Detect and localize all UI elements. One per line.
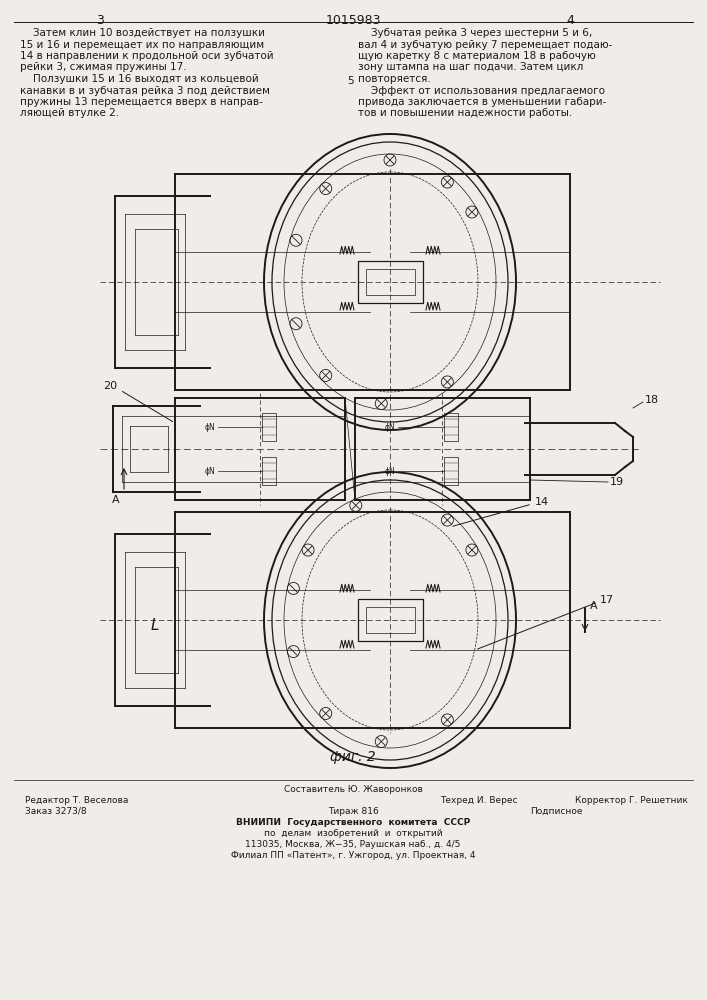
- Text: Зубчатая рейка 3 через шестерни 5 и 6,: Зубчатая рейка 3 через шестерни 5 и 6,: [358, 28, 592, 38]
- Text: зону штампа на шаг подачи. Затем цикл: зону штампа на шаг подачи. Затем цикл: [358, 62, 583, 73]
- Text: 17: 17: [600, 595, 614, 605]
- Text: рейки 3, сжимая пружины 17.: рейки 3, сжимая пружины 17.: [20, 62, 187, 73]
- Text: Техред И. Верес: Техред И. Верес: [440, 796, 518, 805]
- Text: A: A: [112, 495, 119, 505]
- Text: L: L: [151, 617, 159, 633]
- Text: ϕN: ϕN: [204, 466, 216, 476]
- Text: Филиал ПП «Патент», г. Ужгород, ул. Проектная, 4: Филиал ПП «Патент», г. Ужгород, ул. Прое…: [230, 851, 475, 860]
- Bar: [262, 413, 276, 441]
- Text: 15 и 16 и перемещает их по направляющим: 15 и 16 и перемещает их по направляющим: [20, 39, 264, 49]
- Text: ϕN: ϕN: [385, 466, 395, 476]
- Text: Редактор Т. Веселова: Редактор Т. Веселова: [25, 796, 129, 805]
- Text: 14 в направлении к продольной оси зубчатой: 14 в направлении к продольной оси зубчат…: [20, 51, 274, 61]
- Text: Корректор Г. Решетник: Корректор Г. Решетник: [575, 796, 688, 805]
- Text: 5: 5: [348, 76, 354, 86]
- Text: щую каретку 8 с материалом 18 в рабочую: щую каретку 8 с материалом 18 в рабочую: [358, 51, 596, 61]
- Text: Затем клин 10 воздействует на ползушки: Затем клин 10 воздействует на ползушки: [20, 28, 265, 38]
- Text: Ползушки 15 и 16 выходят из кольцевой: Ползушки 15 и 16 выходят из кольцевой: [20, 74, 259, 84]
- Text: Тираж 816: Тираж 816: [327, 807, 378, 816]
- Text: по  делам  изобретений  и  открытий: по делам изобретений и открытий: [264, 829, 443, 838]
- Text: Подписное: Подписное: [530, 807, 583, 816]
- Text: ϕN: ϕN: [204, 422, 216, 432]
- Text: 1015983: 1015983: [325, 14, 381, 27]
- Text: A: A: [590, 601, 597, 611]
- Bar: [262, 457, 276, 485]
- Text: 20: 20: [103, 381, 117, 391]
- Bar: [358, 261, 423, 303]
- Text: 18: 18: [645, 395, 659, 405]
- Bar: [444, 457, 458, 485]
- Text: Заказ 3273/8: Заказ 3273/8: [25, 807, 87, 816]
- Text: ϕN: ϕN: [385, 422, 395, 432]
- Text: 19: 19: [610, 477, 624, 487]
- Text: ВНИИПИ  Государственного  комитета  СССР: ВНИИПИ Государственного комитета СССР: [236, 818, 470, 827]
- Bar: [444, 413, 458, 441]
- Text: 14: 14: [535, 497, 549, 507]
- Bar: [366, 269, 414, 295]
- Bar: [366, 607, 414, 633]
- Text: канавки в и зубчатая рейка 3 под действием: канавки в и зубчатая рейка 3 под действи…: [20, 86, 270, 96]
- Text: 3: 3: [96, 14, 104, 27]
- Text: фиг. 2: фиг. 2: [330, 750, 376, 764]
- Text: Эффект от использования предлагаемого: Эффект от использования предлагаемого: [358, 86, 605, 96]
- Text: пружины 13 перемещается вверх в направ-: пружины 13 перемещается вверх в направ-: [20, 97, 263, 107]
- Text: Составитель Ю. Жаворонков: Составитель Ю. Жаворонков: [284, 785, 423, 794]
- Text: тов и повышении надежности работы.: тов и повышении надежности работы.: [358, 108, 572, 118]
- Text: 4: 4: [566, 14, 574, 27]
- Bar: [358, 599, 423, 641]
- Text: вал 4 и зубчатую рейку 7 перемещает подаю-: вал 4 и зубчатую рейку 7 перемещает пода…: [358, 39, 612, 49]
- Text: повторяется.: повторяется.: [358, 74, 431, 84]
- Text: привода заключается в уменьшении габари-: привода заключается в уменьшении габари-: [358, 97, 607, 107]
- Text: ляющей втулке 2.: ляющей втулке 2.: [20, 108, 119, 118]
- Text: 113035, Москва, Ж−35, Раушская наб., д. 4/5: 113035, Москва, Ж−35, Раушская наб., д. …: [245, 840, 461, 849]
